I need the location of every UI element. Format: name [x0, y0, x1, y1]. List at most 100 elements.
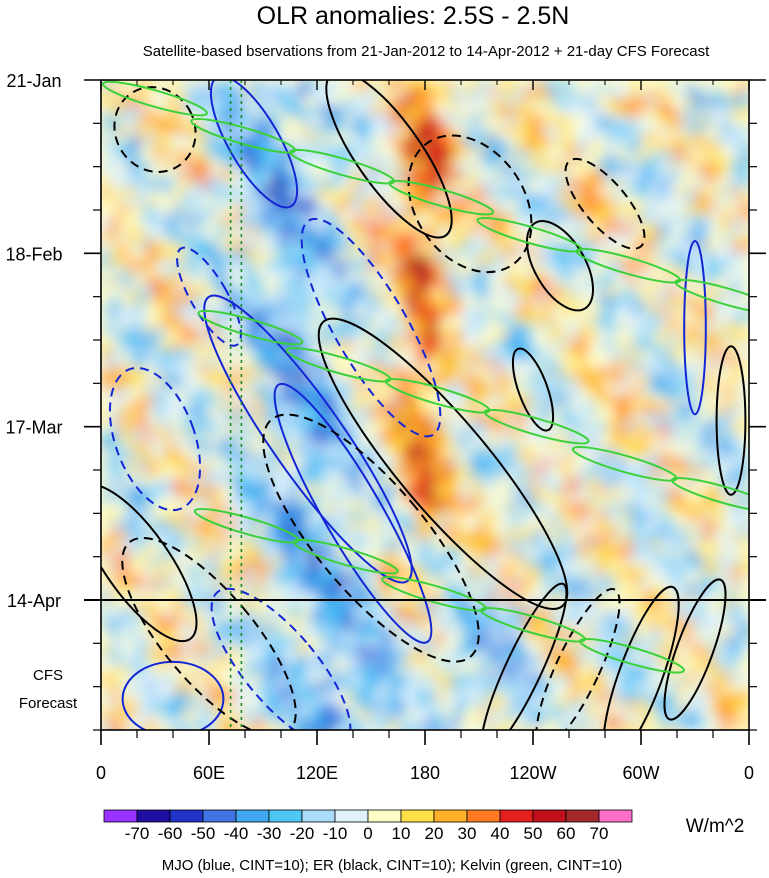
olr-cell — [164, 539, 174, 549]
olr-cell — [452, 80, 462, 90]
olr-cell — [695, 584, 705, 594]
olr-cell — [326, 593, 336, 603]
olr-cell — [623, 548, 633, 558]
olr-cell — [398, 368, 408, 378]
olr-cell — [740, 575, 749, 585]
olr-cell — [416, 287, 426, 297]
olr-cell — [389, 611, 399, 621]
olr-cell — [407, 98, 417, 108]
olr-cell — [713, 602, 723, 612]
olr-cell — [524, 368, 534, 378]
olr-cell — [452, 512, 462, 522]
olr-cell — [119, 125, 129, 135]
olr-cell — [677, 296, 687, 306]
olr-cell — [227, 233, 237, 243]
olr-cell — [641, 539, 651, 549]
olr-cell — [596, 161, 606, 171]
olr-cell — [587, 215, 597, 225]
olr-cell — [461, 647, 471, 657]
olr-cell — [308, 431, 318, 441]
olr-cell — [632, 494, 642, 504]
olr-cell — [623, 422, 633, 432]
olr-cell — [371, 341, 381, 351]
olr-cell — [560, 89, 570, 99]
olr-cell — [524, 377, 534, 387]
olr-cell — [578, 116, 588, 126]
olr-cell — [605, 197, 615, 207]
olr-cell — [326, 674, 336, 684]
olr-cell — [218, 620, 228, 630]
olr-cell — [713, 611, 723, 621]
olr-cell — [263, 197, 273, 207]
olr-cell — [389, 107, 399, 117]
olr-cell — [596, 233, 606, 243]
olr-cell — [551, 503, 561, 513]
olr-cell — [443, 269, 453, 279]
olr-cell — [479, 296, 489, 306]
olr-cell — [470, 431, 480, 441]
olr-cell — [326, 80, 336, 90]
olr-cell — [506, 296, 516, 306]
olr-cell — [182, 611, 192, 621]
olr-cell — [434, 287, 444, 297]
olr-cell — [272, 530, 282, 540]
olr-cell — [164, 656, 174, 666]
olr-cell — [668, 224, 678, 234]
olr-cell — [344, 143, 354, 153]
olr-cell — [182, 467, 192, 477]
olr-cell — [722, 404, 732, 414]
olr-cell — [281, 269, 291, 279]
olr-cell — [182, 179, 192, 189]
olr-cell — [515, 98, 525, 108]
olr-cell — [344, 485, 354, 495]
olr-cell — [731, 530, 741, 540]
olr-cell — [641, 368, 651, 378]
olr-cell — [740, 512, 749, 522]
olr-cell — [308, 89, 318, 99]
olr-cell — [371, 449, 381, 459]
olr-cell — [209, 521, 219, 531]
olr-cell — [353, 629, 363, 639]
olr-cell — [353, 152, 363, 162]
olr-cell — [533, 233, 543, 243]
olr-cell — [488, 215, 498, 225]
olr-cell — [425, 458, 435, 468]
olr-cell — [632, 440, 642, 450]
olr-cell — [497, 404, 507, 414]
olr-cell — [569, 530, 579, 540]
olr-cell — [326, 170, 336, 180]
olr-cell — [245, 359, 255, 369]
olr-cell — [479, 89, 489, 99]
olr-cell — [506, 395, 516, 405]
olr-cell — [245, 593, 255, 603]
olr-cell — [569, 413, 579, 423]
olr-cell — [380, 656, 390, 666]
olr-cell — [164, 152, 174, 162]
olr-cell — [371, 98, 381, 108]
olr-cell — [128, 152, 138, 162]
olr-cell — [380, 494, 390, 504]
olr-cell — [110, 557, 120, 567]
olr-cell — [227, 557, 237, 567]
olr-cell — [731, 467, 741, 477]
olr-cell — [443, 611, 453, 621]
olr-cell — [425, 566, 435, 576]
olr-cell — [209, 467, 219, 477]
olr-cell — [362, 404, 372, 414]
olr-cell — [227, 287, 237, 297]
olr-cell — [452, 296, 462, 306]
olr-cell — [272, 395, 282, 405]
olr-cell — [686, 674, 696, 684]
olr-cell — [254, 557, 264, 567]
olr-cell — [533, 503, 543, 513]
olr-cell — [353, 332, 363, 342]
olr-cell — [623, 107, 633, 117]
olr-cell — [452, 260, 462, 270]
olr-cell — [479, 665, 489, 675]
olr-cell — [632, 602, 642, 612]
olr-cell — [119, 98, 129, 108]
olr-cell — [632, 242, 642, 252]
olr-cell — [623, 512, 633, 522]
olr-cell — [110, 116, 120, 126]
olr-cell — [470, 98, 480, 108]
